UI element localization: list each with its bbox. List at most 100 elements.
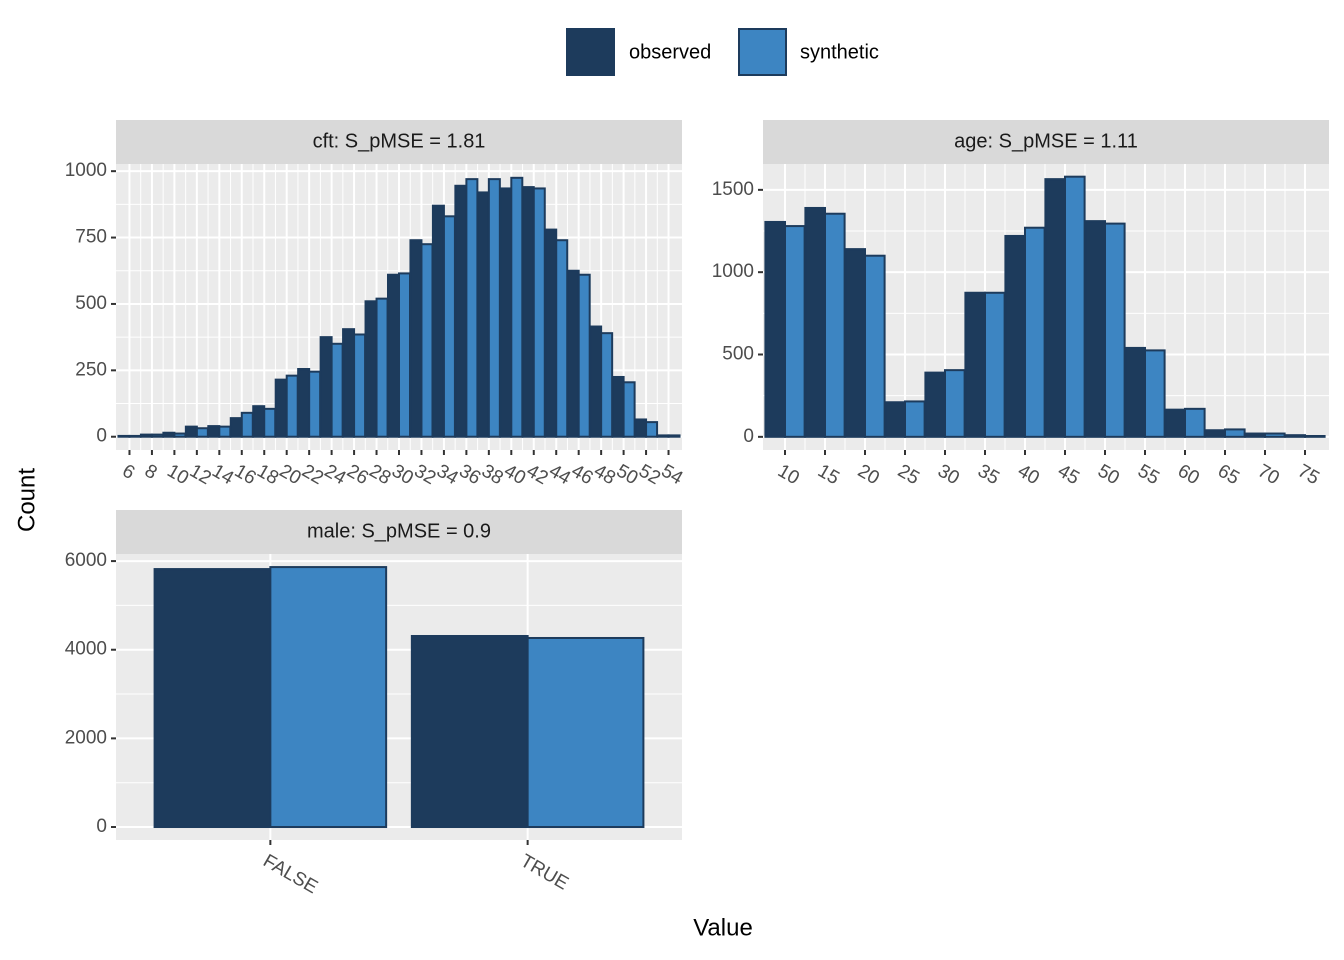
bar <box>364 300 378 438</box>
bar <box>944 369 966 438</box>
bar <box>207 425 221 438</box>
bar <box>117 434 131 438</box>
bar <box>319 336 333 438</box>
bar <box>1024 226 1046 438</box>
bar <box>218 425 232 438</box>
bar <box>600 332 614 438</box>
bar <box>1164 408 1187 438</box>
bar <box>297 368 311 438</box>
y-tick-label: 1500 <box>712 179 754 200</box>
bar <box>1284 434 1307 438</box>
bar <box>1224 428 1246 438</box>
bar <box>139 433 153 438</box>
bar <box>521 186 535 438</box>
bar <box>984 291 1006 438</box>
bar <box>454 184 468 438</box>
x-tick-label: 10 <box>774 460 803 489</box>
strip-background <box>116 120 682 164</box>
bar <box>1264 432 1286 438</box>
x-tick-label: TRUE <box>517 850 572 894</box>
legend-key <box>566 28 615 76</box>
y-tick-label: 500 <box>722 344 754 365</box>
x-tick-label: FALSE <box>259 850 321 898</box>
bar <box>577 273 591 438</box>
x-axis-title: Value <box>693 914 753 941</box>
legend-label: synthetic <box>800 41 879 63</box>
bar <box>1184 407 1206 438</box>
bar <box>589 325 603 438</box>
bar <box>269 566 388 829</box>
bar <box>864 254 886 438</box>
bar <box>924 371 947 438</box>
y-tick-label: 1000 <box>65 160 107 181</box>
bar <box>1044 178 1067 438</box>
bar <box>1104 222 1126 438</box>
legend-key <box>738 28 787 76</box>
bar <box>431 204 445 438</box>
bar <box>330 342 344 438</box>
bar <box>1144 349 1166 438</box>
bar <box>532 187 546 438</box>
x-tick-label: 6 <box>118 460 138 483</box>
bar <box>964 291 987 438</box>
x-tick-label: 20 <box>854 460 883 489</box>
bar <box>195 427 209 438</box>
bar <box>804 206 827 438</box>
bar <box>1124 346 1147 438</box>
x-tick-label: 35 <box>974 460 1003 489</box>
bar <box>656 434 670 438</box>
bar <box>274 378 288 438</box>
x-tick-label: 60 <box>1174 460 1203 489</box>
y-tick-label: 0 <box>96 426 107 447</box>
bar <box>824 212 846 438</box>
bar <box>510 176 524 438</box>
bar <box>153 568 272 829</box>
bar <box>555 239 569 438</box>
bar <box>420 243 434 438</box>
bar <box>342 328 356 438</box>
bar <box>645 421 659 438</box>
bar <box>229 417 243 438</box>
x-tick-label: 40 <box>1014 460 1043 489</box>
bar <box>353 333 367 438</box>
bar <box>634 418 648 438</box>
y-tick-label: 500 <box>75 293 107 314</box>
x-tick-label: 70 <box>1254 460 1283 489</box>
bar <box>442 215 456 438</box>
x-tick-label: 50 <box>1094 460 1123 489</box>
y-axis-title: Count <box>13 468 40 532</box>
x-tick-label: 8 <box>141 460 161 483</box>
bar <box>162 431 176 438</box>
strip-title: male: S_pMSE = 0.9 <box>307 520 491 542</box>
bar <box>611 375 625 438</box>
x-tick-label: 15 <box>814 460 843 489</box>
bar <box>465 178 479 438</box>
bar <box>1304 435 1326 438</box>
y-tick-label: 0 <box>743 426 754 447</box>
y-tick-label: 750 <box>75 227 107 248</box>
y-tick-label: 2000 <box>65 727 107 748</box>
strip-background <box>763 120 1329 164</box>
bar <box>1004 234 1027 438</box>
bar <box>252 405 266 438</box>
bar <box>844 248 867 438</box>
bar <box>1244 432 1267 438</box>
bar <box>398 272 412 438</box>
bar <box>1204 429 1227 438</box>
bar <box>184 425 198 438</box>
bar <box>285 374 299 438</box>
x-tick-label: 30 <box>934 460 963 489</box>
bar <box>1084 220 1107 438</box>
bar <box>173 432 187 438</box>
bar <box>409 239 423 438</box>
x-tick-label: 54 <box>658 460 687 489</box>
bar <box>128 434 142 438</box>
x-tick-label: 75 <box>1294 460 1323 489</box>
y-tick-label: 0 <box>96 816 107 837</box>
bar <box>386 273 401 438</box>
strip-title: age: S_pMSE = 1.11 <box>954 130 1138 152</box>
strip-title: cft: S_pMSE = 1.81 <box>313 130 486 152</box>
y-tick-label: 4000 <box>65 639 107 660</box>
bar <box>263 407 277 438</box>
